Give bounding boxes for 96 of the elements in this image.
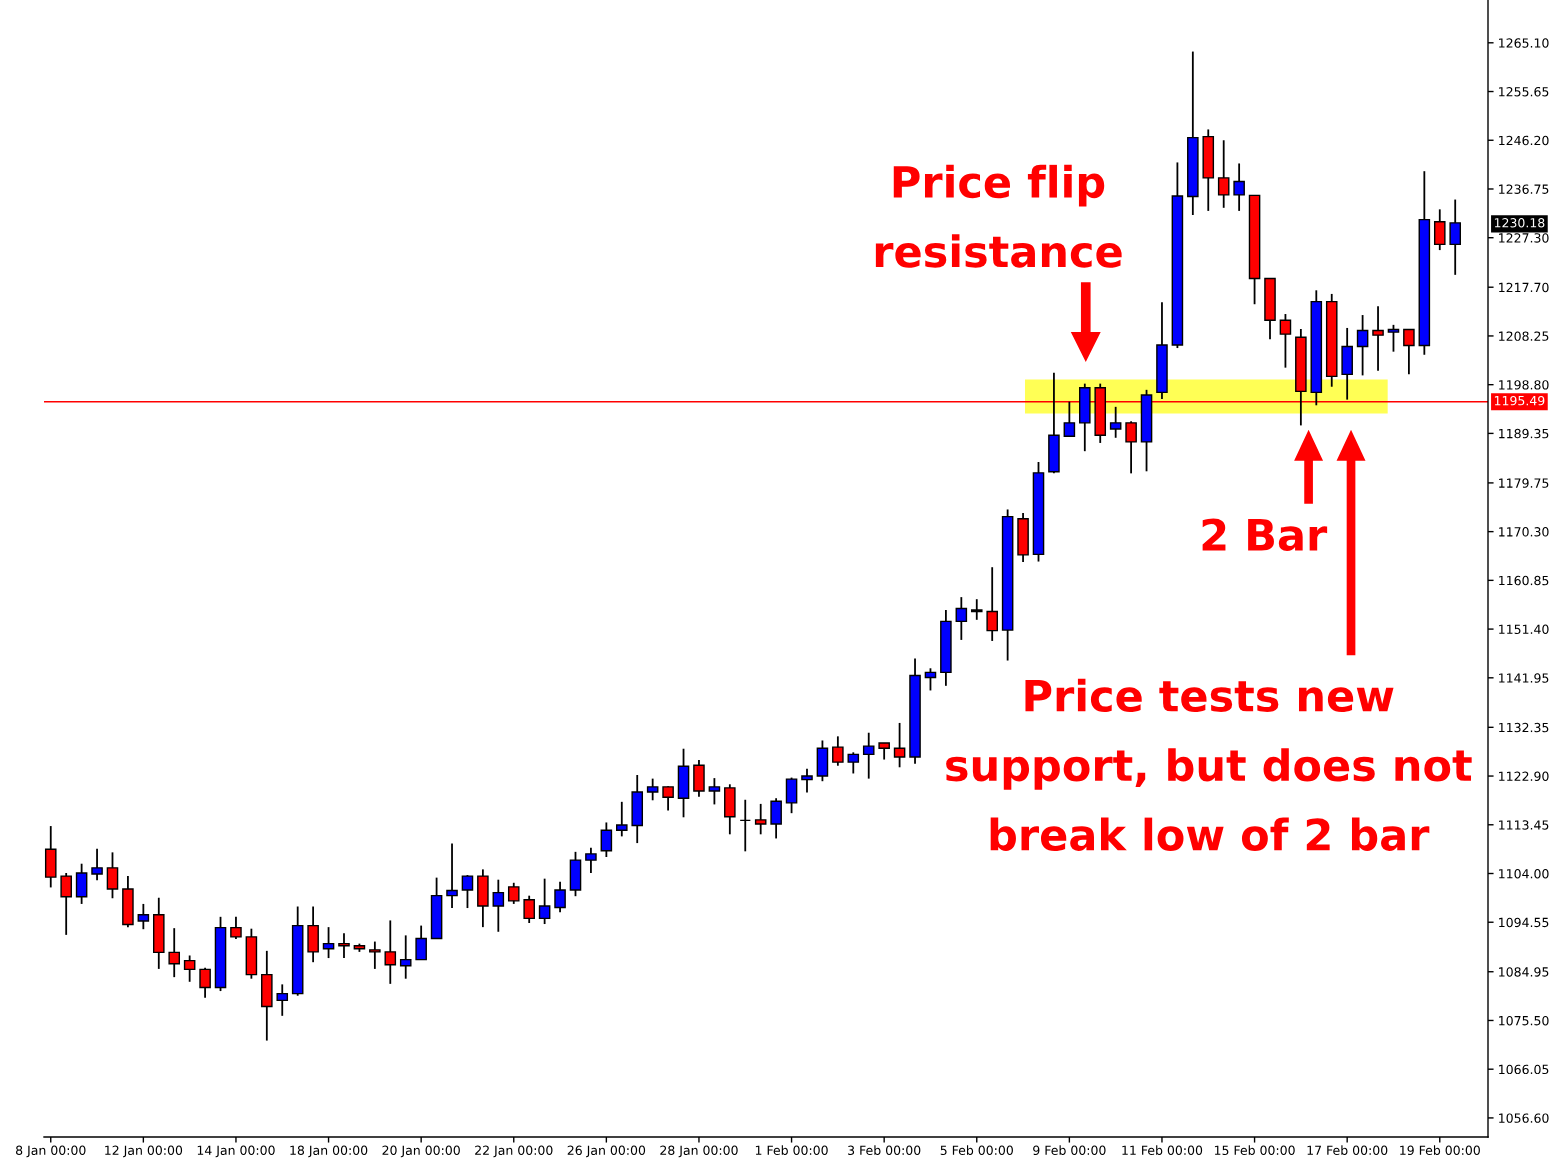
- annotation: Price flip resistance: [875, 164, 1122, 268]
- x-tick-label: 22 Jan 00:00: [475, 1145, 553, 1158]
- candlestick: [538, 877, 551, 925]
- candlestick: [399, 934, 412, 980]
- y-tick-label: 1160.85: [1499, 575, 1549, 586]
- candlestick: [1433, 208, 1446, 251]
- x-tick-label: 15 Feb 00:00: [1214, 1145, 1295, 1156]
- y-tick-label: 1179.75: [1499, 478, 1549, 488]
- candlestick: [1109, 405, 1122, 439]
- x-tick-label: 26 Jan 00:00: [567, 1145, 646, 1158]
- y-tick-label: 1151.40: [1499, 624, 1549, 635]
- y-tick-label: 1189.35: [1499, 428, 1549, 439]
- candlestick: [662, 785, 674, 812]
- x-tick-label: 28 Jan 00:00: [660, 1145, 738, 1158]
- x-tick-label: 17 Feb 00:00: [1307, 1145, 1388, 1156]
- y-tick-label: 1198.80: [1499, 380, 1549, 390]
- candlestick: [183, 954, 196, 983]
- candlestick: [739, 798, 752, 853]
- candlestick: [970, 598, 983, 621]
- y-tick-label: 1208.25: [1499, 331, 1549, 341]
- annotation: 2 Bar: [1202, 518, 1328, 552]
- y-tick-label: 1246.20: [1499, 135, 1549, 146]
- candlestick: [1387, 323, 1400, 353]
- y-tick-label: 1104.00: [1499, 868, 1549, 879]
- y-tick-label: 1084.95: [1499, 967, 1549, 977]
- candlestick: [461, 874, 474, 909]
- candlestick: [893, 722, 906, 769]
- candlestick: [523, 894, 535, 924]
- candlestick: [600, 821, 613, 858]
- x-tick-label: 11 Feb 00:00: [1122, 1145, 1203, 1156]
- annotation: Price tests new support, but does not break low of 2 bar: [946, 678, 1472, 851]
- candlestick: [847, 751, 860, 775]
- candlestick: [1356, 314, 1369, 377]
- y-tick-label: 1170.30: [1499, 527, 1549, 537]
- candlestick: [1372, 305, 1384, 372]
- y-tick-label: 1056.60: [1499, 1113, 1549, 1123]
- candlestick: [986, 566, 998, 642]
- x-tick-label: 19 Feb 00:00: [1400, 1145, 1480, 1156]
- candlestick: [862, 731, 875, 780]
- candlestick: [585, 846, 597, 874]
- candlestick: [492, 878, 505, 933]
- candlestick: [446, 842, 458, 909]
- candlestick: [230, 915, 242, 940]
- y-tick-label: 1217.70: [1499, 282, 1549, 293]
- y-tick-label: 1075.50: [1499, 1015, 1549, 1026]
- y-tick-label: 1113.45: [1499, 820, 1549, 830]
- candlestick: [1063, 400, 1076, 438]
- candlestick: [75, 862, 88, 905]
- y-tick-label: 1141.95: [1499, 673, 1549, 683]
- x-tick-label: 3 Feb 00:00: [848, 1145, 921, 1156]
- candlestick: [60, 872, 72, 936]
- x-tick-label: 9 Feb 00:00: [1033, 1145, 1106, 1156]
- candlestick: [801, 767, 813, 794]
- x-tick-label: 14 Jan 00:00: [197, 1145, 275, 1158]
- candlestick: [708, 777, 721, 806]
- candlestick: [199, 966, 211, 999]
- candlestick: [168, 927, 181, 979]
- y-tick-label: 1255.65: [1499, 87, 1549, 97]
- text: 1230.18: [1494, 218, 1545, 228]
- candlestick: [276, 983, 289, 1017]
- candlestick: [955, 596, 968, 641]
- y-tick-label: 1066.05: [1499, 1064, 1549, 1075]
- candlestick: [415, 924, 427, 961]
- candlestick: [1449, 198, 1461, 276]
- x-tick-label: 12 Jan 00:00: [105, 1145, 183, 1158]
- candlestick: [646, 777, 659, 802]
- ref-line-label: 1195.49: [1494, 395, 1545, 406]
- candlestick: [1233, 162, 1245, 212]
- candlestick: [554, 880, 566, 914]
- candlestick: [832, 735, 844, 767]
- y-tick-label: 1094.55: [1499, 917, 1549, 928]
- candlestick: [785, 776, 798, 815]
- x-tick-label: 1 Feb 00:00: [755, 1145, 828, 1156]
- y-tick-label: 1236.75: [1499, 184, 1549, 194]
- candlestick: [507, 881, 520, 905]
- candlestick: [1125, 420, 1137, 475]
- candlestick: [770, 797, 782, 840]
- x-tick-label: 8 Jan 00:00: [16, 1145, 86, 1158]
- y-tick-label: 1132.35: [1499, 722, 1549, 733]
- candlestick: [137, 903, 150, 931]
- candlestick: [338, 932, 350, 959]
- candlestick: [1217, 139, 1230, 209]
- y-tick-label: 1122.90: [1499, 771, 1549, 781]
- y-tick-label: 1265.10: [1499, 38, 1549, 48]
- x-tick-label: 18 Jan 00:00: [290, 1145, 368, 1158]
- y-tick-label: 1227.30: [1499, 233, 1549, 243]
- candlestick: [369, 940, 381, 970]
- candlestick: [1403, 328, 1415, 376]
- candlestick: [616, 800, 628, 838]
- x-tick-label: 5 Feb 00:00: [940, 1145, 1013, 1156]
- candlestick: [91, 847, 103, 882]
- candlestick: [754, 802, 767, 836]
- x-tick-label: 20 Jan 00:00: [382, 1145, 460, 1158]
- candlestick: [384, 919, 397, 985]
- candlestick: [1279, 313, 1292, 369]
- candlestick: [106, 851, 119, 900]
